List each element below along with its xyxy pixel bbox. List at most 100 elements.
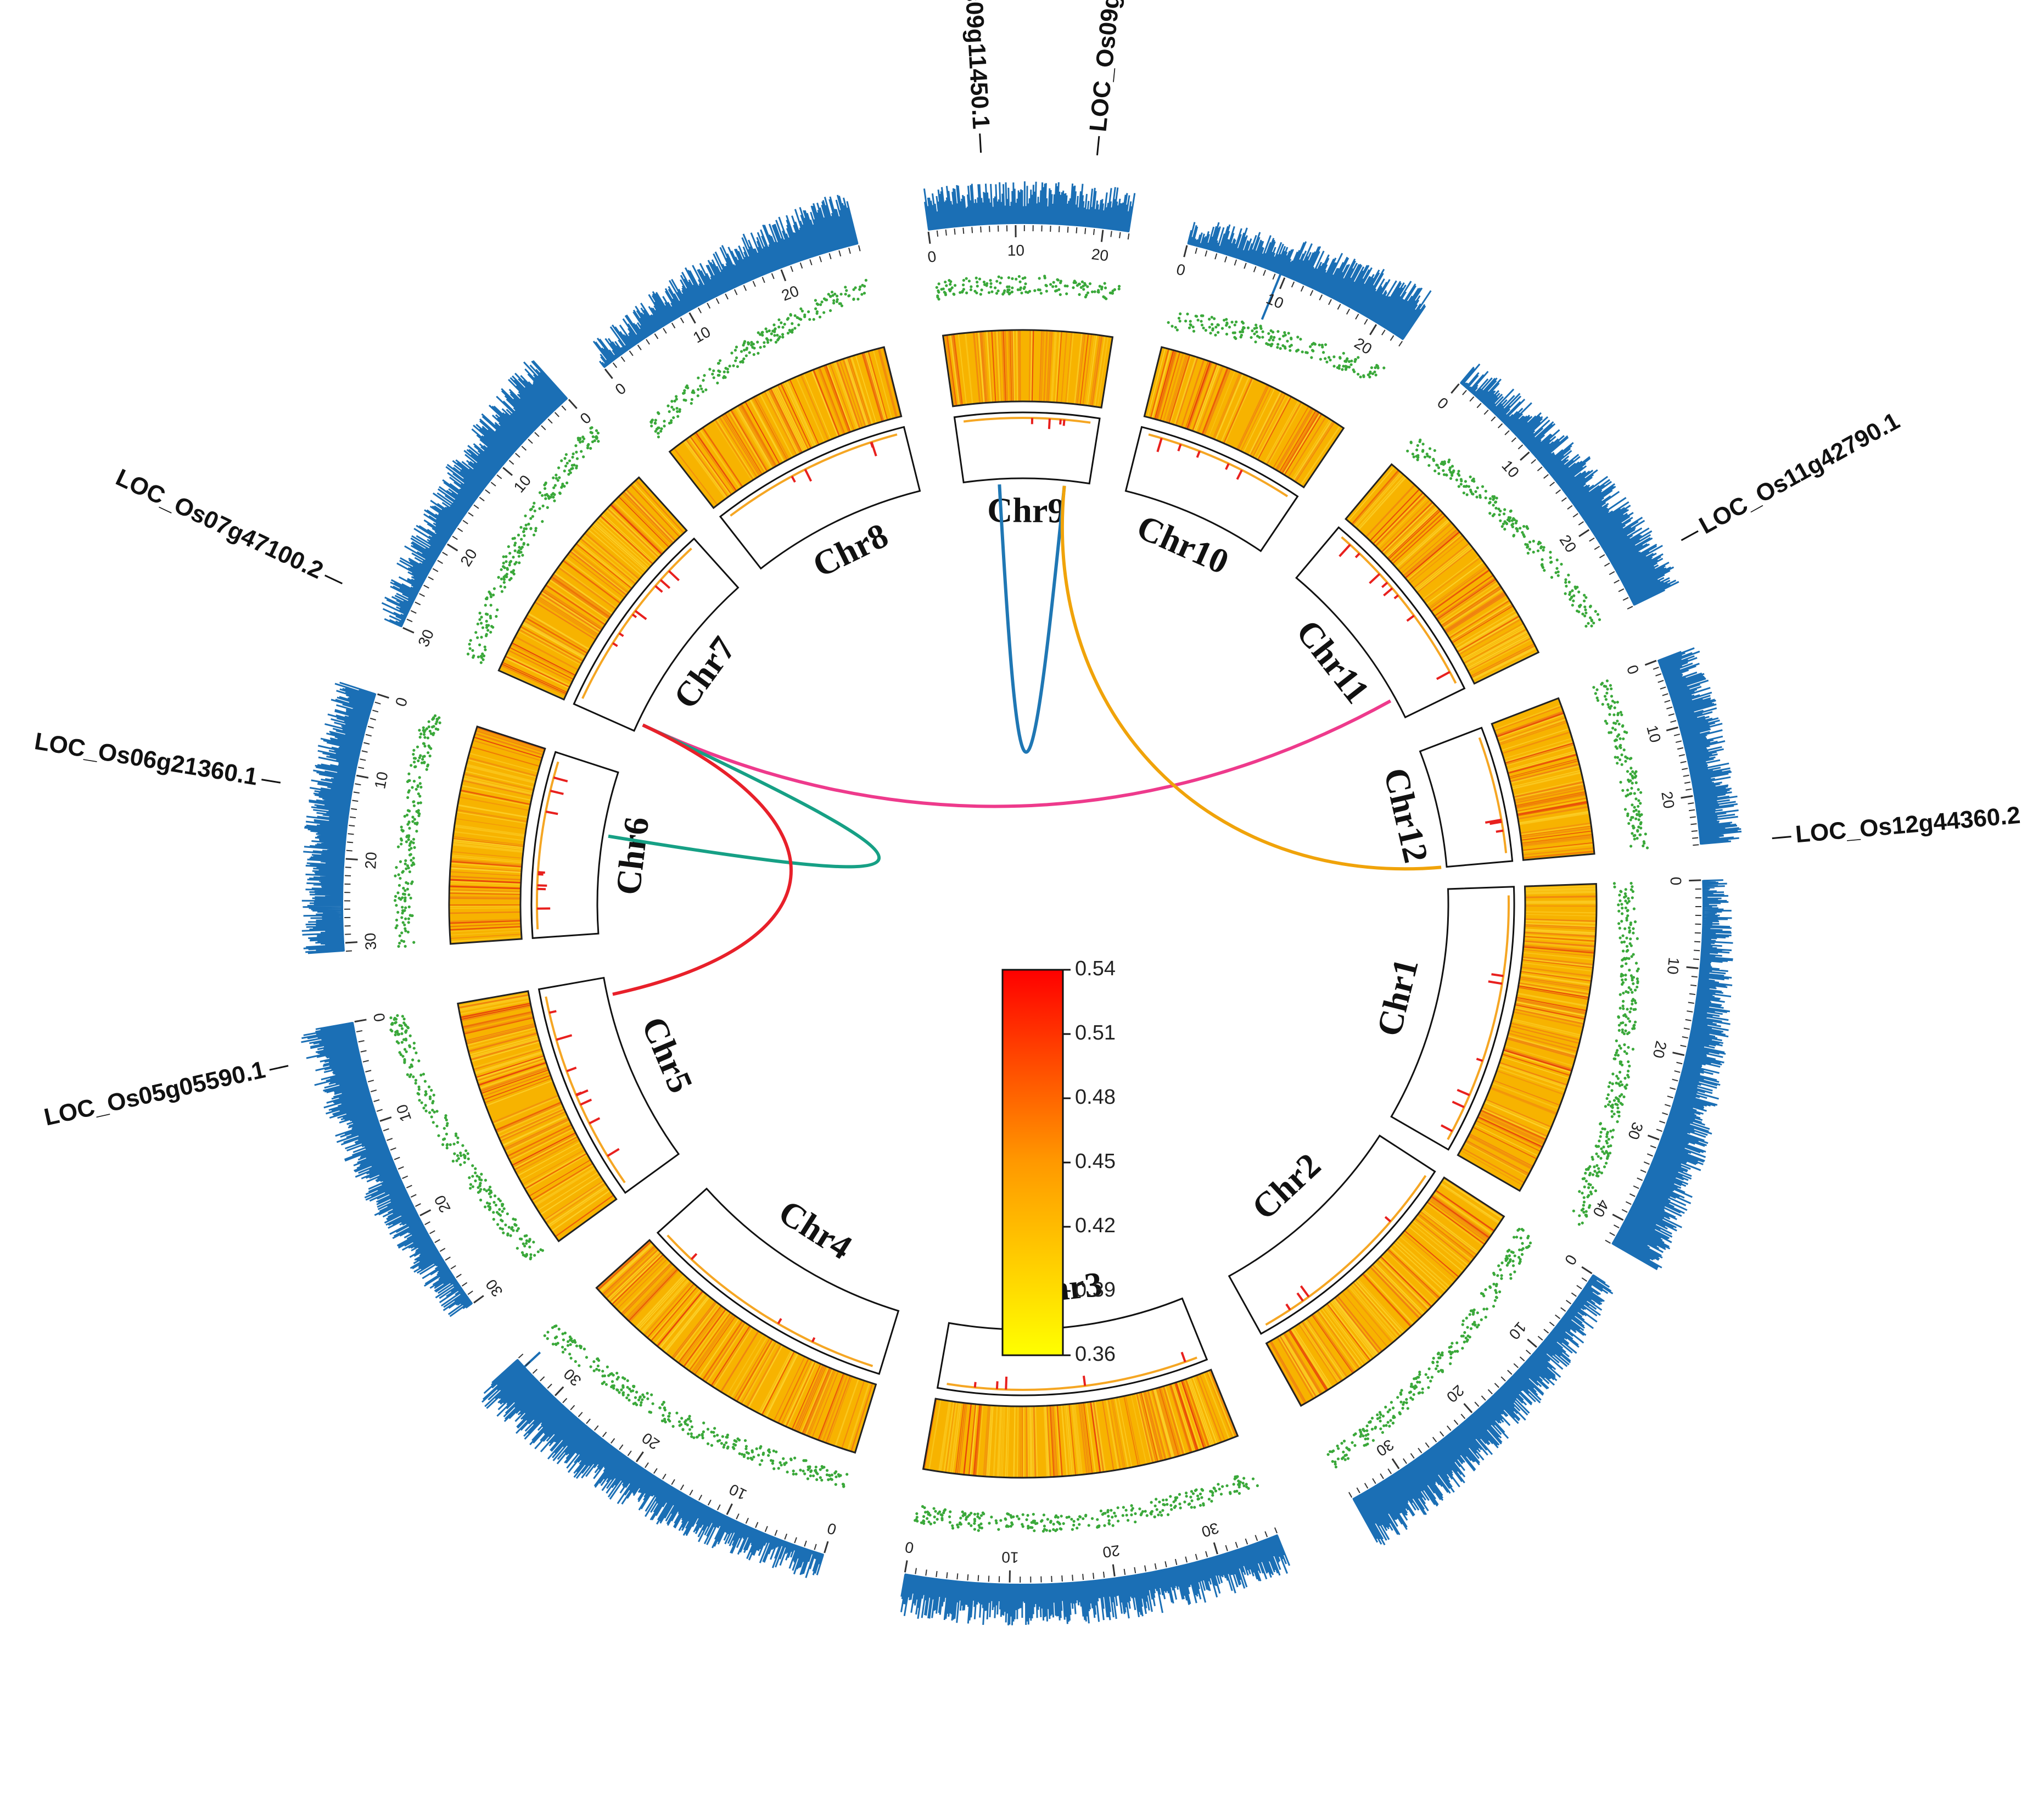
axis-tick: [1578, 522, 1583, 525]
scatter-point: [413, 1042, 416, 1044]
axis-tick: [485, 490, 490, 494]
scatter-point: [555, 1325, 557, 1327]
axis-tick-label: 0: [1623, 663, 1643, 677]
scatter-point: [474, 1180, 477, 1182]
scatter-point: [1365, 1429, 1368, 1432]
scatter-point: [634, 1396, 637, 1399]
scatter-point: [628, 1399, 630, 1401]
scatter-point: [1599, 1122, 1602, 1125]
scatter-point: [1611, 1106, 1614, 1109]
axis-tick: [1682, 768, 1688, 769]
scatter-point: [1220, 1493, 1223, 1495]
axis-tick: [1531, 460, 1536, 463]
scatter-point: [807, 1468, 809, 1471]
scatter-point: [759, 346, 762, 349]
scatter-point: [1617, 712, 1620, 714]
axis-tick-label: 10: [726, 1480, 749, 1503]
scatter-point: [944, 1508, 947, 1511]
scatter-point: [1508, 517, 1511, 520]
scatter-point: [668, 410, 671, 413]
scatter-point: [1399, 1401, 1402, 1404]
scatter-point: [1186, 312, 1189, 315]
scatter-point: [1637, 805, 1639, 808]
chromosome-label-chr4: Chr4: [772, 1192, 859, 1267]
scatter-point: [734, 349, 737, 351]
scatter-point: [757, 1454, 760, 1456]
scatter-point: [412, 1075, 415, 1078]
scatter-point: [926, 1517, 928, 1520]
scatter-point: [391, 1022, 394, 1025]
scatter-point: [1636, 937, 1639, 940]
axis-tick: [562, 406, 565, 410]
axis-tick-label: 20: [431, 1193, 454, 1216]
scatter-point: [1585, 1210, 1588, 1213]
scatter-point: [1616, 762, 1619, 764]
scatter-point: [1347, 1457, 1349, 1460]
scatter-point: [398, 1051, 401, 1054]
scatter-point: [485, 597, 488, 600]
scatter-point: [1065, 292, 1068, 295]
scatter-point: [635, 1391, 638, 1394]
scatter-point: [621, 1376, 624, 1379]
scatter-point: [586, 446, 589, 449]
axis-tick: [1403, 1458, 1407, 1463]
scatter-point: [1609, 1144, 1612, 1147]
scatter-point: [1190, 1499, 1193, 1502]
scatter-point: [1568, 580, 1571, 583]
scatter-point: [1610, 688, 1612, 690]
axis-tick: [1622, 1210, 1627, 1212]
scatter-point: [813, 318, 815, 321]
scatter-point: [828, 1474, 831, 1477]
scatter-point: [1297, 349, 1300, 351]
axis-tick: [735, 289, 737, 295]
scatter-point: [1016, 1515, 1018, 1518]
axis-tick: [1425, 1443, 1429, 1448]
scatter-point: [1299, 338, 1302, 340]
scatter-point: [777, 326, 780, 328]
scatter-point: [1194, 1489, 1197, 1492]
scatter-point: [657, 432, 660, 434]
scatter-point: [403, 909, 406, 912]
scatter-point: [1619, 899, 1621, 902]
scatter-point: [544, 487, 546, 490]
scatter-point: [989, 279, 992, 282]
scatter-point: [1415, 455, 1418, 457]
scatter-point: [389, 1016, 392, 1019]
scatter-point: [419, 801, 422, 804]
scatter-point: [1253, 327, 1256, 330]
scatter-point: [417, 785, 419, 788]
scatter-point: [640, 1401, 642, 1404]
axis-tick-label: 20: [1650, 1040, 1670, 1060]
scatter-point: [1628, 942, 1631, 945]
scatter-point: [1471, 479, 1474, 482]
scatter-point: [1498, 1290, 1501, 1293]
scatter-point: [675, 407, 678, 410]
scatter-point: [998, 275, 1000, 278]
scatter-point: [1436, 1365, 1438, 1367]
scatter-point: [746, 347, 748, 349]
scatter-point: [1470, 1327, 1472, 1330]
scatter-point: [815, 1478, 818, 1481]
scatter-point: [516, 1247, 519, 1250]
legend-tick-label: 0.42: [1075, 1214, 1116, 1237]
scatter-point: [680, 1417, 683, 1420]
scatter-point: [856, 298, 859, 300]
scatter-point: [1601, 703, 1604, 706]
scatter-point: [561, 1346, 564, 1349]
scatter-point: [1538, 541, 1541, 544]
scatter-point: [508, 1226, 511, 1228]
scatter-point: [552, 477, 555, 479]
scatter-point: [933, 1521, 936, 1524]
scatter-point: [1457, 470, 1460, 472]
scatter-point: [1327, 1453, 1330, 1456]
scatter-point: [1242, 1477, 1245, 1479]
scatter-point: [1488, 501, 1491, 504]
scatter-point: [1622, 1000, 1625, 1003]
scatter-point: [1027, 291, 1029, 294]
scatter-point: [394, 899, 396, 902]
scatter-point: [1637, 799, 1640, 802]
axis-tick: [1244, 263, 1246, 269]
axis-tick: [765, 1526, 768, 1532]
scatter-point: [1463, 1331, 1466, 1334]
scatter-point: [474, 631, 477, 634]
